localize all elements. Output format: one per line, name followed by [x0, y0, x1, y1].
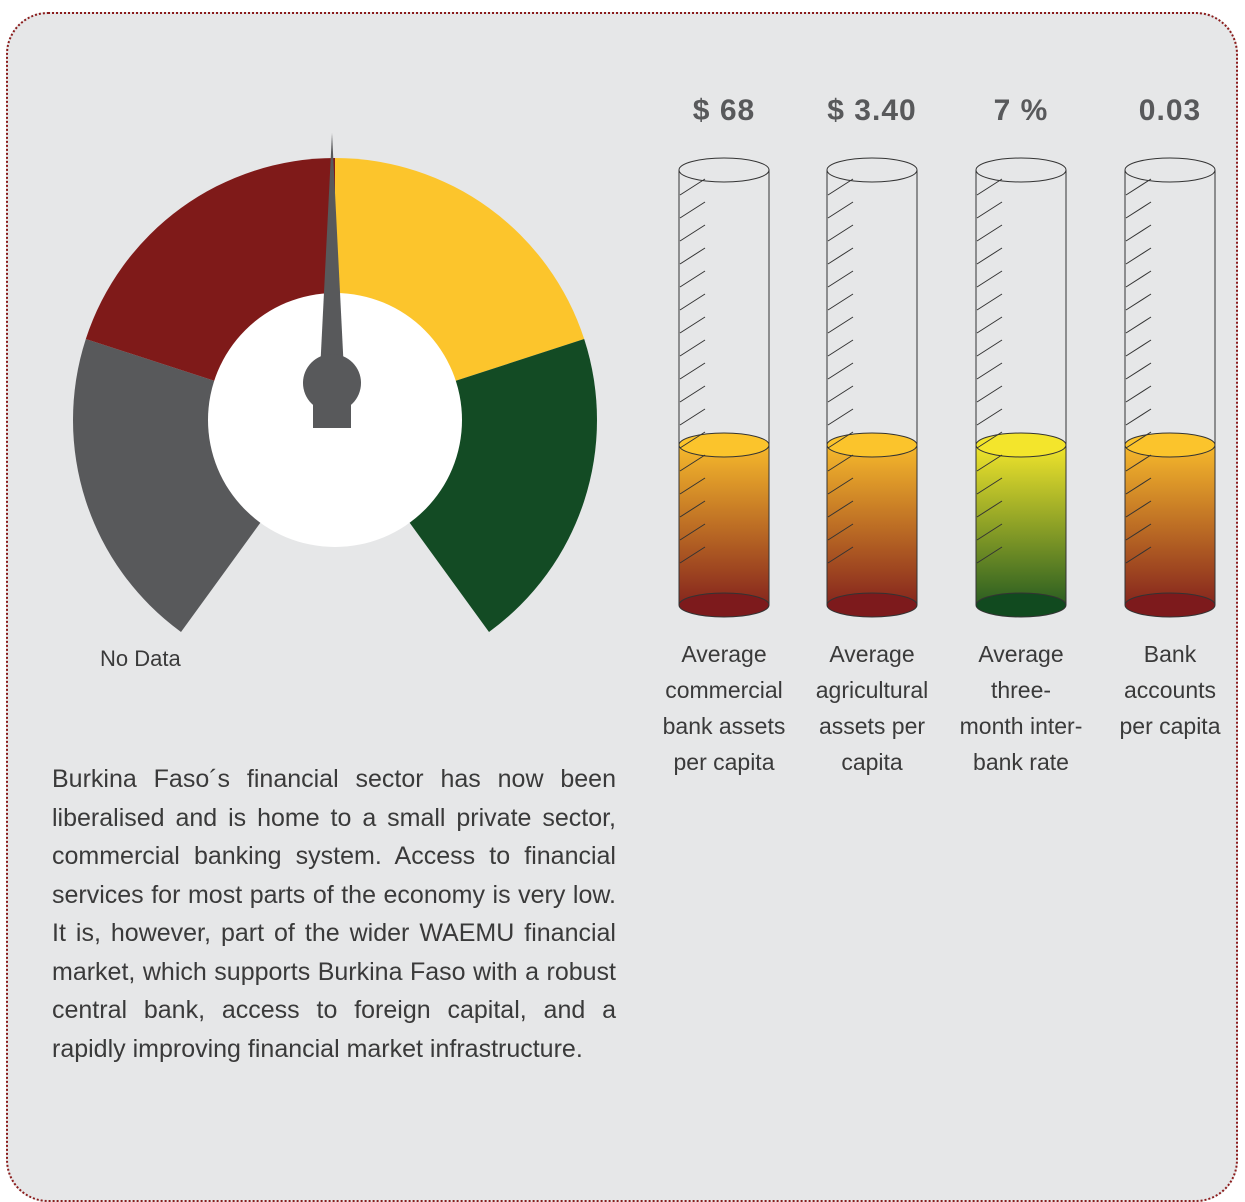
hatch — [1126, 225, 1151, 241]
gauge — [73, 133, 597, 632]
cylinder-liquid — [976, 445, 1066, 617]
hatch — [680, 225, 705, 241]
hatch — [828, 363, 853, 379]
indicator-value: $ 68 — [649, 94, 799, 128]
hatch — [1126, 294, 1151, 310]
cylinder-bottom — [1125, 593, 1215, 617]
hatch — [828, 225, 853, 241]
hatch — [1126, 409, 1151, 425]
hatch — [977, 271, 1002, 287]
hatch — [1126, 386, 1151, 402]
hatch — [977, 386, 1002, 402]
hatch — [1126, 340, 1151, 356]
hatch — [828, 179, 853, 195]
cylinders — [679, 158, 1215, 617]
cylinder-bottom — [976, 593, 1066, 617]
hatch — [680, 202, 705, 218]
hatch — [1126, 317, 1151, 333]
hatch — [680, 271, 705, 287]
cylinder-liquid — [679, 445, 769, 617]
hatch — [680, 363, 705, 379]
cylinder-top — [976, 158, 1066, 182]
description: Burkina Faso´s financial sector has now … — [52, 760, 616, 1068]
hatch — [680, 386, 705, 402]
hatch — [828, 248, 853, 264]
hatch — [1126, 248, 1151, 264]
hatch — [977, 294, 1002, 310]
cylinder-level — [1125, 433, 1215, 457]
hatch — [680, 294, 705, 310]
hatch — [680, 409, 705, 425]
cylinder-liquid — [827, 445, 917, 617]
hatch — [977, 225, 1002, 241]
hatch — [828, 386, 853, 402]
cylinder-top — [827, 158, 917, 182]
hatch — [828, 294, 853, 310]
indicator-value: 7 % — [946, 94, 1096, 128]
indicator-label: Bank accounts per capita — [1095, 636, 1245, 744]
hatch — [828, 317, 853, 333]
hatch — [977, 363, 1002, 379]
hatch — [977, 179, 1002, 195]
hatch — [680, 340, 705, 356]
hatch — [977, 409, 1002, 425]
hatch — [828, 409, 853, 425]
hatch — [1126, 179, 1151, 195]
hatch — [977, 340, 1002, 356]
hatch — [680, 248, 705, 264]
hatch — [1126, 271, 1151, 287]
hatch — [1126, 202, 1151, 218]
cylinder-level — [976, 433, 1066, 457]
cylinder-bottom — [679, 593, 769, 617]
cylinder-top — [679, 158, 769, 182]
indicator-value: $ 3.40 — [797, 94, 947, 128]
cylinder-bottom — [827, 593, 917, 617]
hatch — [680, 179, 705, 195]
indicator-value: 0.03 — [1095, 94, 1245, 128]
indicator-label: Average three- month inter- bank rate — [946, 636, 1096, 780]
cylinder-level — [827, 433, 917, 457]
needle-base — [313, 400, 351, 428]
indicator-label: Average commercial bank assets per capit… — [649, 636, 799, 780]
page: No Data Burkina Faso´s financial sector … — [0, 0, 1245, 1191]
hatch — [828, 202, 853, 218]
cylinder-level — [679, 433, 769, 457]
indicator-label: Average agricultural assets per capita — [797, 636, 947, 780]
hatch — [977, 248, 1002, 264]
hatch — [828, 340, 853, 356]
hatch — [977, 202, 1002, 218]
cylinder-liquid — [1125, 445, 1215, 617]
hatch — [828, 271, 853, 287]
cylinder-top — [1125, 158, 1215, 182]
hatch — [1126, 363, 1151, 379]
hatch — [977, 317, 1002, 333]
hatch — [680, 317, 705, 333]
gauge-label: No Data — [100, 646, 181, 672]
